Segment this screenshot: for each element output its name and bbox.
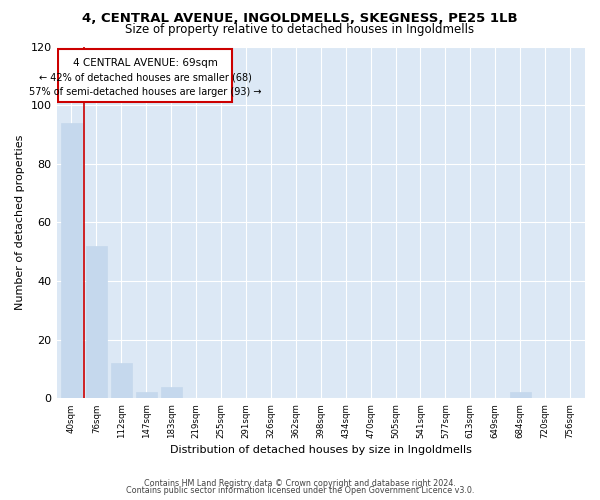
Bar [509, 392, 531, 398]
Text: 57% of semi-detached houses are larger (93) →: 57% of semi-detached houses are larger (… [29, 87, 261, 97]
Text: Contains public sector information licensed under the Open Government Licence v3: Contains public sector information licen… [126, 486, 474, 495]
Bar [58, 50, 232, 102]
Text: ← 42% of detached houses are smaller (68): ← 42% of detached houses are smaller (68… [38, 72, 251, 83]
Bar [86, 246, 107, 398]
Y-axis label: Number of detached properties: Number of detached properties [15, 134, 25, 310]
Text: 4 CENTRAL AVENUE: 69sqm: 4 CENTRAL AVENUE: 69sqm [73, 58, 217, 68]
Bar [136, 392, 157, 398]
Text: Size of property relative to detached houses in Ingoldmells: Size of property relative to detached ho… [125, 22, 475, 36]
Text: 4, CENTRAL AVENUE, INGOLDMELLS, SKEGNESS, PE25 1LB: 4, CENTRAL AVENUE, INGOLDMELLS, SKEGNESS… [82, 12, 518, 26]
Text: Contains HM Land Registry data © Crown copyright and database right 2024.: Contains HM Land Registry data © Crown c… [144, 478, 456, 488]
Bar [111, 363, 132, 398]
Bar [61, 122, 82, 398]
X-axis label: Distribution of detached houses by size in Ingoldmells: Distribution of detached houses by size … [170, 445, 472, 455]
Bar [161, 386, 182, 398]
